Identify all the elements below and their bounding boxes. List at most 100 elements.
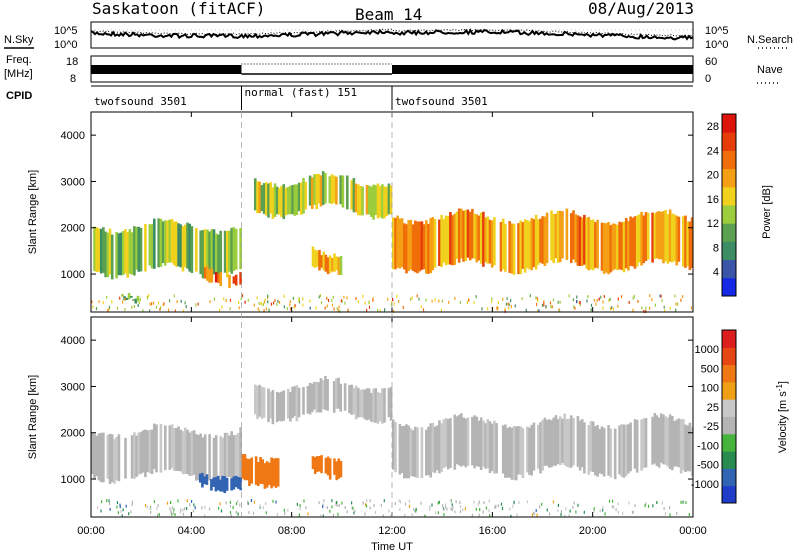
echo-column bbox=[512, 223, 516, 275]
echo-speckle bbox=[617, 304, 619, 308]
echo-column bbox=[451, 215, 454, 266]
echo-speckle bbox=[152, 301, 155, 305]
echo-speckle bbox=[259, 504, 261, 508]
echo-speckle bbox=[305, 506, 307, 510]
echo-speckle bbox=[652, 504, 654, 508]
echo-column bbox=[416, 221, 419, 274]
echo-speckle bbox=[590, 308, 592, 312]
freq-left-tick-top: 18 bbox=[66, 56, 78, 68]
echo-speckle bbox=[559, 300, 561, 304]
echo-column bbox=[313, 457, 317, 474]
echo-column bbox=[591, 421, 595, 472]
echo-column bbox=[106, 232, 110, 278]
echo-column bbox=[405, 424, 408, 479]
echo-speckle bbox=[159, 308, 161, 311]
echo-column bbox=[453, 414, 457, 470]
echo-speckle bbox=[91, 300, 93, 304]
echo-speckle bbox=[390, 303, 393, 307]
echo-column bbox=[394, 422, 397, 473]
echo-column bbox=[265, 182, 268, 216]
echo-column bbox=[539, 422, 542, 474]
echo-column bbox=[580, 217, 584, 266]
echo-column bbox=[640, 211, 643, 266]
echo-speckle bbox=[487, 307, 489, 311]
echo-column bbox=[684, 215, 687, 268]
echo-column bbox=[365, 388, 369, 421]
echo-column bbox=[108, 433, 112, 484]
echo-column bbox=[258, 181, 261, 213]
echo-column bbox=[221, 475, 224, 492]
echo-speckle bbox=[223, 297, 225, 301]
echo-speckle bbox=[483, 501, 485, 505]
echo-speckle bbox=[326, 304, 328, 308]
echo-column bbox=[243, 454, 247, 481]
echo-speckle bbox=[213, 297, 216, 301]
echo-speckle bbox=[473, 301, 475, 305]
echo-speckle bbox=[387, 297, 389, 301]
echo-column bbox=[501, 425, 505, 474]
echo-column bbox=[578, 216, 582, 266]
echo-column bbox=[232, 476, 236, 490]
mode-change-markers bbox=[241, 112, 393, 517]
echo-speckle bbox=[232, 506, 234, 510]
echo-column bbox=[119, 232, 123, 276]
echo-column bbox=[286, 388, 290, 419]
echo-speckle bbox=[643, 309, 645, 313]
y-tick-label: 4000 bbox=[61, 130, 85, 142]
echo-column bbox=[198, 473, 202, 483]
echo-column bbox=[477, 215, 481, 261]
echo-speckle bbox=[201, 506, 203, 510]
velocity-ylabel: Slant Range [km] bbox=[27, 375, 39, 459]
echo-speckle bbox=[516, 513, 518, 517]
echo-speckle bbox=[130, 510, 132, 514]
x-tick-label: 12:00 bbox=[378, 525, 406, 537]
echo-speckle bbox=[450, 507, 452, 511]
echo-column bbox=[248, 459, 251, 486]
echo-speckle bbox=[235, 510, 237, 514]
echo-column bbox=[521, 222, 525, 269]
echo-column bbox=[316, 250, 319, 267]
echo-column bbox=[403, 425, 406, 479]
freq-right-tick-top: 60 bbox=[705, 56, 717, 68]
echo-column bbox=[517, 426, 520, 475]
echo-column bbox=[284, 187, 288, 216]
echo-speckle bbox=[620, 295, 623, 299]
y-tick-label: 3000 bbox=[61, 176, 85, 188]
echo-column bbox=[278, 188, 281, 215]
echo-column bbox=[306, 386, 310, 414]
echo-speckle bbox=[552, 298, 555, 302]
echo-column bbox=[530, 218, 533, 271]
echo-speckle bbox=[661, 299, 663, 303]
echo-speckle bbox=[320, 514, 322, 518]
echo-speckle bbox=[518, 501, 520, 504]
echo-speckle bbox=[394, 502, 396, 506]
echo-column bbox=[427, 223, 430, 274]
echo-speckle bbox=[131, 305, 133, 309]
echo-column bbox=[484, 423, 487, 469]
echo-speckle bbox=[541, 303, 544, 307]
echo-speckle bbox=[338, 503, 340, 507]
echo-column bbox=[580, 419, 584, 468]
echo-column bbox=[219, 436, 223, 483]
echo-column bbox=[425, 429, 428, 476]
echo-column bbox=[234, 475, 238, 488]
echo-speckle bbox=[366, 308, 368, 312]
echo-column bbox=[148, 224, 152, 266]
echo-speckle bbox=[248, 511, 250, 514]
echo-column bbox=[537, 219, 540, 265]
colorbar-swatch bbox=[722, 168, 736, 188]
echo-speckle bbox=[508, 306, 510, 310]
echo-column bbox=[122, 231, 125, 275]
echo-speckle bbox=[632, 296, 634, 300]
echo-speckle bbox=[286, 307, 288, 311]
echo-speckle bbox=[197, 302, 199, 306]
echo-column bbox=[144, 224, 147, 272]
echo-column bbox=[646, 212, 650, 260]
echo-column bbox=[93, 226, 96, 272]
echo-speckle bbox=[167, 308, 170, 312]
echo-speckle bbox=[139, 298, 141, 302]
echo-speckle bbox=[337, 308, 339, 312]
velocity-echo-layer bbox=[91, 376, 694, 518]
echo-column bbox=[541, 216, 544, 264]
echo-column bbox=[311, 383, 314, 413]
